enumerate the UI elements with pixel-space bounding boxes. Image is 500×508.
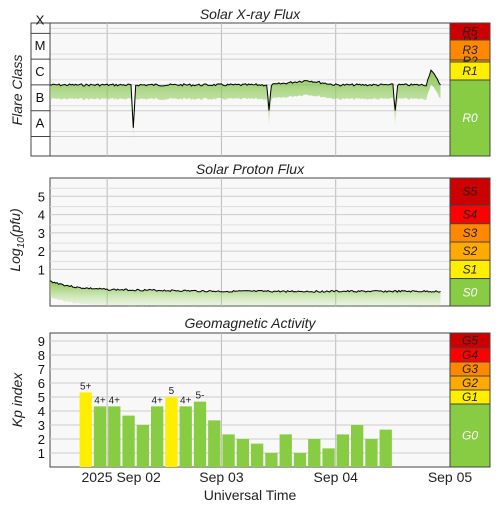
proton-plot-area [49, 177, 451, 307]
proton-scale-label-s0: S0 [463, 285, 478, 299]
xray-scale-r0 [449, 79, 491, 157]
kp-bar [122, 415, 135, 467]
kp-bar [336, 434, 349, 467]
kp-bar-label: 5 [169, 386, 175, 397]
kp-ytick-4: 4 [38, 404, 45, 419]
kp-bar [322, 448, 335, 467]
proton-scale-label-s2: S2 [463, 244, 478, 258]
kp-bar [208, 420, 221, 467]
kp-scale-label-g4: G4 [462, 348, 478, 362]
kp-ylabel: Kp index [9, 372, 25, 427]
kp-bar [108, 406, 121, 467]
xray-flux-line [49, 69, 441, 128]
xray-flux-fill [50, 70, 441, 142]
x-tick-0: 2025 Sep 02 [81, 469, 161, 485]
kp-bar [151, 406, 164, 467]
kp-bar [251, 443, 264, 467]
xray-ylabel: Flare Class [9, 55, 25, 126]
kp-bar-label: 5+ [80, 381, 92, 392]
xray-gridlines [50, 23, 450, 156]
xray-class-label-b: B [36, 90, 45, 105]
proton-title: Solar Proton Flux [196, 161, 305, 177]
proton-flux-line [49, 280, 441, 293]
kp-scale-label-g0: G0 [462, 429, 478, 443]
kp-bar [93, 406, 107, 467]
xray-class-label-c: C [35, 64, 44, 79]
proton-flux-band [50, 281, 441, 309]
proton-scale-label-s4: S4 [463, 208, 478, 222]
xray-scale-label-r0: R0 [462, 111, 478, 125]
x-tick-2: Sep 04 [314, 469, 359, 485]
proton-scale-label-s3: S3 [463, 226, 478, 240]
kp-bar [165, 397, 178, 467]
kp-bars: 5+4+ 4+ 4+54+ 5- [79, 381, 392, 467]
proton-ytick-1: 1 [38, 262, 45, 277]
kp-scale-label-g5: G5 [462, 334, 478, 348]
x-tick-3: Sep 05 [428, 469, 473, 485]
kp-ytick-9: 9 [38, 334, 45, 349]
kp-ytick-7: 7 [38, 362, 45, 377]
xray-scale-label-r5: R5 [462, 25, 478, 39]
kp-bar [136, 425, 149, 467]
kp-scale-label-g3: G3 [462, 362, 478, 376]
proton-s-scale: S5 S4 S3 S2 S1 S0 [449, 177, 491, 307]
xray-class-label-a: A [36, 116, 45, 131]
xray-title: Solar X-ray Flux [200, 6, 301, 22]
proton-ytick-2: 2 [38, 244, 45, 259]
proton-scale-label-s1: S1 [463, 262, 478, 276]
kp-scale-g0 [449, 403, 491, 468]
x-axis-ticks: 2025 Sep 02 Sep 03 Sep 04 Sep 05 [81, 469, 472, 485]
kp-bar [236, 439, 249, 467]
kp-bar [265, 453, 278, 467]
kp-scale-label-g1: G1 [462, 390, 478, 404]
x-tick-1: Sep 03 [199, 469, 244, 485]
kp-ytick-1: 1 [38, 446, 45, 461]
kp-bar [351, 425, 364, 467]
kp-bar [365, 439, 378, 467]
kp-bar [193, 401, 207, 467]
proton-ytick-3: 3 [38, 226, 45, 241]
kp-bar [379, 429, 392, 467]
proton-flux-fill [50, 281, 441, 309]
kp-bar [279, 434, 292, 467]
kp-bar [293, 453, 307, 467]
kp-bar [222, 434, 235, 467]
kp-bar [79, 392, 92, 467]
kp-ytick-2: 2 [38, 432, 45, 447]
kp-ytick-6: 6 [38, 376, 45, 391]
proton-scale-s5 [449, 177, 491, 206]
kp-bar-label: 4+ [180, 395, 192, 406]
proton-scale-label-s5: S5 [463, 185, 478, 199]
kp-bar [308, 439, 321, 467]
kp-bar [179, 406, 192, 467]
kp-bar-label: 5- [196, 391, 205, 402]
proton-ylabel: Log10(pfu) [7, 208, 27, 271]
kp-bar-label: 4+ [151, 395, 163, 406]
xray-class-label-x: X [36, 12, 45, 27]
proton-yticks: 1 2 3 4 5 [38, 189, 45, 277]
xray-r-scale: R5R4R3R2R1R0 [449, 22, 491, 157]
proton-ytick-4: 4 [38, 208, 45, 223]
kp-ytick-8: 8 [38, 348, 45, 363]
kp-scale-label-g2: G2 [462, 376, 478, 390]
xray-scale-label-r3: R3 [462, 43, 478, 57]
proton-gridlines [50, 178, 450, 306]
proton-scale-s0 [449, 278, 491, 307]
x-axis-label: Universal Time [204, 487, 297, 503]
proton-ytick-5: 5 [38, 189, 45, 204]
kp-title: Geomagnetic Activity [185, 315, 317, 331]
xray-flux-band [50, 70, 441, 142]
kp-bar-label: 4+ [109, 395, 121, 406]
kp-ytick-3: 3 [38, 418, 45, 433]
xray-scale-label-r1: R1 [462, 64, 477, 78]
xray-class-label-m: M [35, 38, 46, 53]
kp-bar-label: 4+ [94, 395, 106, 406]
kp-ytick-5: 5 [38, 390, 45, 405]
